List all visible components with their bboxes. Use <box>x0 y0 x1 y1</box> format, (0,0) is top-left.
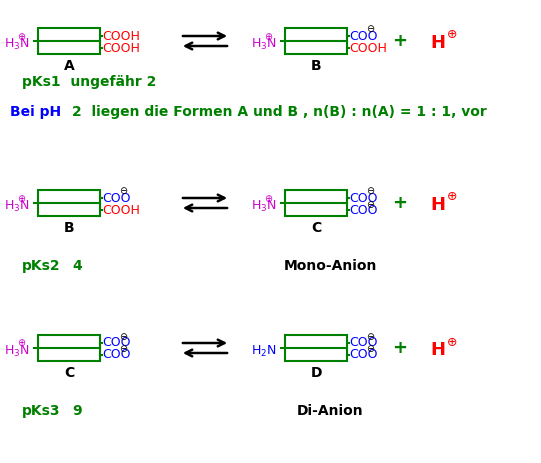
Text: 9: 9 <box>72 404 82 418</box>
Text: C: C <box>64 366 74 380</box>
Text: $\oplus$: $\oplus$ <box>265 193 274 204</box>
Text: $\ominus$: $\ominus$ <box>120 186 129 196</box>
Bar <box>285 190 347 216</box>
Text: H: H <box>430 34 445 52</box>
Text: COOH: COOH <box>102 42 140 55</box>
Text: $\mathsf{H_3N}$: $\mathsf{H_3N}$ <box>4 37 30 51</box>
Text: $\ominus$: $\ominus$ <box>366 199 375 209</box>
Bar <box>38 335 100 361</box>
Text: COO: COO <box>102 192 130 205</box>
Text: 2  liegen die Formen A und B , n(B) : n(A) = 1 : 1, vor: 2 liegen die Formen A und B , n(B) : n(A… <box>72 105 487 119</box>
Text: H: H <box>430 341 445 359</box>
Text: B: B <box>64 221 74 235</box>
Text: $\ominus$: $\ominus$ <box>366 344 375 355</box>
Text: $\mathsf{H_3N}$: $\mathsf{H_3N}$ <box>4 199 30 213</box>
Text: $\oplus$: $\oplus$ <box>446 190 458 204</box>
Text: $\ominus$: $\ominus$ <box>366 186 375 196</box>
Text: Di-Anion: Di-Anion <box>296 404 364 418</box>
Text: COO: COO <box>102 349 130 362</box>
Bar <box>285 335 347 361</box>
Text: $\oplus$: $\oplus$ <box>17 193 27 204</box>
Text: $\oplus$: $\oplus$ <box>17 338 27 349</box>
Text: $\ominus$: $\ominus$ <box>366 331 375 342</box>
Text: $\mathsf{H_3N}$: $\mathsf{H_3N}$ <box>251 199 276 213</box>
Text: COO: COO <box>349 337 378 350</box>
Text: COO: COO <box>349 30 378 43</box>
Text: COOH: COOH <box>349 42 387 55</box>
Text: $\ominus$: $\ominus$ <box>366 24 375 35</box>
Text: $\mathsf{H_2N}$: $\mathsf{H_2N}$ <box>251 344 276 358</box>
Text: $\mathsf{H_3N}$: $\mathsf{H_3N}$ <box>251 37 276 51</box>
Text: +: + <box>393 32 407 50</box>
Text: A: A <box>64 59 74 73</box>
Text: COOH: COOH <box>102 204 140 217</box>
Text: 4: 4 <box>72 259 82 273</box>
Text: COO: COO <box>349 349 378 362</box>
Text: $\oplus$: $\oplus$ <box>446 29 458 42</box>
Text: +: + <box>393 339 407 357</box>
Text: pKs1  ungefähr 2: pKs1 ungefähr 2 <box>22 75 156 89</box>
Text: +: + <box>393 194 407 212</box>
Text: H: H <box>430 196 445 214</box>
Text: pKs2: pKs2 <box>22 259 61 273</box>
Text: $\oplus$: $\oplus$ <box>265 31 274 42</box>
Text: $\ominus$: $\ominus$ <box>120 331 129 342</box>
Text: COO: COO <box>102 337 130 350</box>
Text: D: D <box>310 366 322 380</box>
Text: $\oplus$: $\oplus$ <box>446 336 458 349</box>
Text: $\ominus$: $\ominus$ <box>120 344 129 355</box>
Bar <box>38 28 100 54</box>
Text: Bei pH: Bei pH <box>10 105 61 119</box>
Text: pKs3: pKs3 <box>22 404 61 418</box>
Text: $\mathsf{H_3N}$: $\mathsf{H_3N}$ <box>4 344 30 358</box>
Text: C: C <box>311 221 321 235</box>
Text: COO: COO <box>349 204 378 217</box>
Text: $\oplus$: $\oplus$ <box>17 31 27 42</box>
Bar <box>285 28 347 54</box>
Text: Mono-Anion: Mono-Anion <box>283 259 377 273</box>
Text: COO: COO <box>349 192 378 205</box>
Text: B: B <box>311 59 321 73</box>
Bar <box>38 190 100 216</box>
Text: COOH: COOH <box>102 30 140 43</box>
